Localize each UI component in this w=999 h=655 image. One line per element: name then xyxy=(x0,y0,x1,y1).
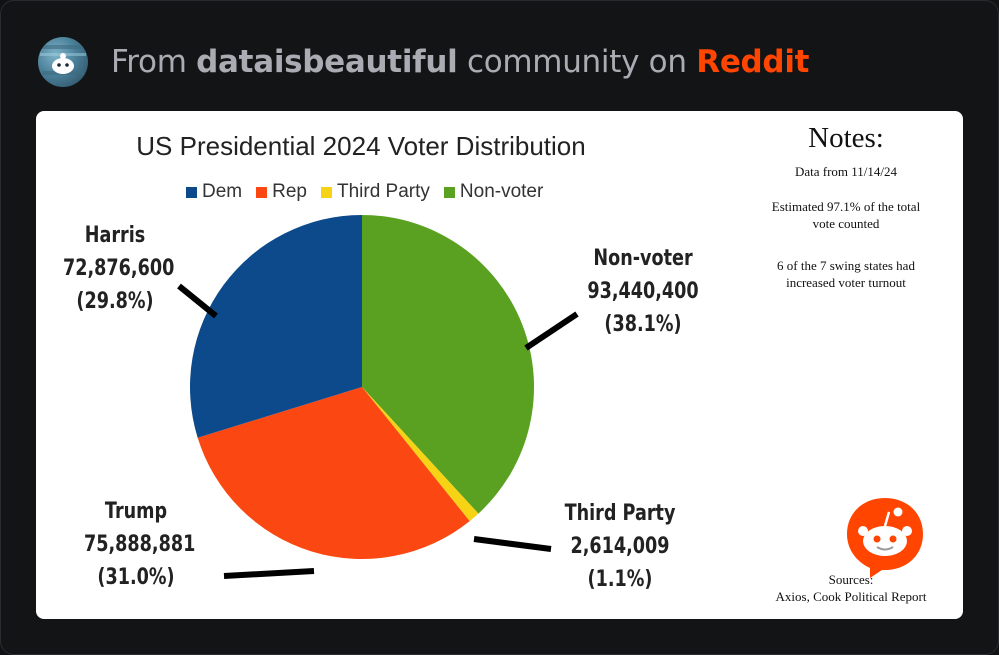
legend-item-dem: Dem xyxy=(186,181,242,203)
leader-line-rep xyxy=(223,568,315,579)
leader-line-non-voter xyxy=(524,311,579,351)
sources-list: Axios, Cook Political Report xyxy=(775,589,927,604)
legend-label-dem: Dem xyxy=(202,181,243,202)
label-harris-name: Harris xyxy=(84,223,146,248)
notes-panel: Notes: Data from 11/14/24 Estimated 97.1… xyxy=(761,121,931,291)
sources-label: Sources: xyxy=(828,572,874,587)
label-non-voter: Non-voter 93,440,400 (38.1%) xyxy=(587,242,699,341)
pie-slice-non-voter xyxy=(362,215,535,514)
label-harris-percent: (29.8%) xyxy=(76,289,154,314)
chart-title: US Presidential 2024 Voter Distribution xyxy=(136,131,586,161)
legend-item-third-party: Third Party xyxy=(320,181,430,203)
chart-legend: Dem Rep Third Party Non-voter xyxy=(186,181,543,203)
label-trump-percent: (31.0%) xyxy=(97,565,175,590)
legend-swatch-rep xyxy=(256,186,268,198)
leader-line-third-party xyxy=(473,536,552,552)
sources: Sources: Axios, Cook Political Report xyxy=(766,571,936,605)
label-third-party-percent: (1.1%) xyxy=(587,567,653,592)
label-trump: Trump 75,888,881 (31.0%) xyxy=(84,495,196,594)
legend-label-rep: Rep xyxy=(272,181,307,202)
legend-label-third-party: Third Party xyxy=(336,181,430,202)
label-non-voter-percent: (38.1%) xyxy=(604,312,682,337)
label-third-party: Third Party 2,614,009 (1.1%) xyxy=(560,497,680,596)
reddit-snoo-logo-icon xyxy=(847,498,923,578)
label-trump-votes: 75,888,881 xyxy=(84,532,196,557)
legend-item-rep: Rep xyxy=(256,181,307,203)
post-source-text: From dataisbeautiful community on Reddit xyxy=(111,44,809,80)
reddit-snoo-avatar-icon xyxy=(40,45,86,75)
header-prefix: From xyxy=(111,44,187,80)
label-third-party-name: Third Party xyxy=(564,501,676,526)
legend-label-non-voter: Non-voter xyxy=(459,181,544,202)
community-link[interactable]: dataisbeautiful xyxy=(196,44,458,80)
header-middle: community on xyxy=(467,44,687,80)
notes-title: Notes: xyxy=(808,122,884,154)
label-harris: Harris 72,876,600 (29.8%) xyxy=(63,219,175,318)
legend-swatch-dem xyxy=(186,186,197,198)
legend-swatch-third-party xyxy=(320,186,332,198)
site-link[interactable]: Reddit xyxy=(696,44,810,80)
label-trump-name: Trump xyxy=(104,499,168,524)
post-header: From dataisbeautiful community on Reddit xyxy=(38,37,809,87)
label-third-party-votes: 2,614,009 xyxy=(570,534,670,559)
label-non-voter-name: Non-voter xyxy=(593,246,693,271)
pie-slice-third-party xyxy=(362,387,479,522)
leader-line-dem xyxy=(177,283,218,319)
legend-item-non-voter: Non-voter xyxy=(443,181,544,203)
community-avatar[interactable] xyxy=(38,37,88,87)
note-estimate: Estimated 97.1% of the total vote counte… xyxy=(771,199,921,231)
note-date: Data from 11/14/24 xyxy=(794,164,898,179)
chart-card: US Presidential 2024 Voter Distribution … xyxy=(36,111,963,619)
label-non-voter-votes: 93,440,400 xyxy=(587,279,699,304)
legend-swatch-non-voter xyxy=(443,186,455,198)
note-swing-states: 6 of the 7 swing states had increased vo… xyxy=(777,258,915,290)
label-harris-votes: 72,876,600 xyxy=(63,256,175,281)
pie-slice-dem xyxy=(189,215,362,438)
pie-chart xyxy=(177,215,579,579)
pie-slice-rep xyxy=(197,387,470,559)
